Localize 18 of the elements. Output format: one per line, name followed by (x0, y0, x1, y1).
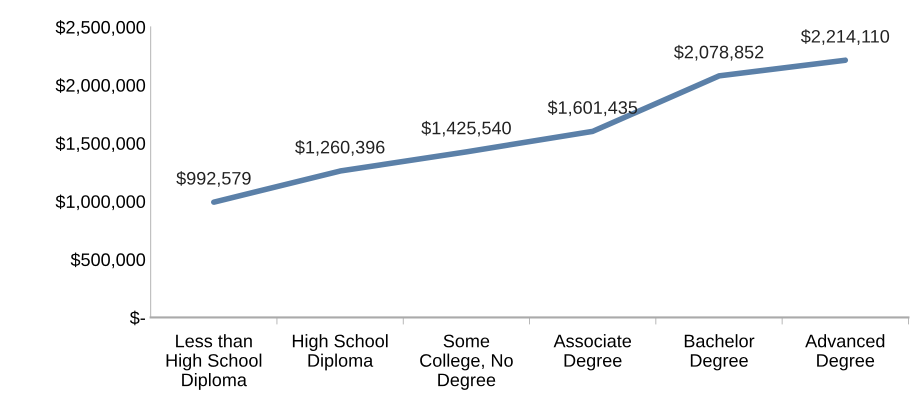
x-tick-label: Advanced Degree (805, 334, 884, 370)
data-label: $992,579 (176, 171, 251, 187)
x-tick-label: Associate Degree (554, 334, 632, 370)
data-label: $2,214,110 (800, 29, 890, 45)
y-tick-label: $2,500,000 (56, 20, 146, 36)
y-tick-label: $1,500,000 (56, 136, 146, 152)
x-tick-label: Some College, No Degree (420, 334, 513, 390)
data-label: $1,601,435 (548, 100, 638, 116)
y-tick-label: $- (130, 310, 145, 326)
y-tick-label: $1,000,000 (56, 194, 146, 210)
data-label: $1,425,540 (421, 120, 511, 136)
x-tick-label: Bachelor Degree (684, 334, 754, 370)
x-tick-label: High School Diploma (292, 334, 388, 370)
y-tick-label: $2,000,000 (56, 78, 146, 94)
data-label: $1,260,396 (295, 140, 384, 156)
y-tick-label: $500,000 (70, 252, 146, 268)
data-label: $2,078,852 (674, 44, 764, 61)
x-tick-label: Less than High School Diploma (166, 334, 262, 390)
